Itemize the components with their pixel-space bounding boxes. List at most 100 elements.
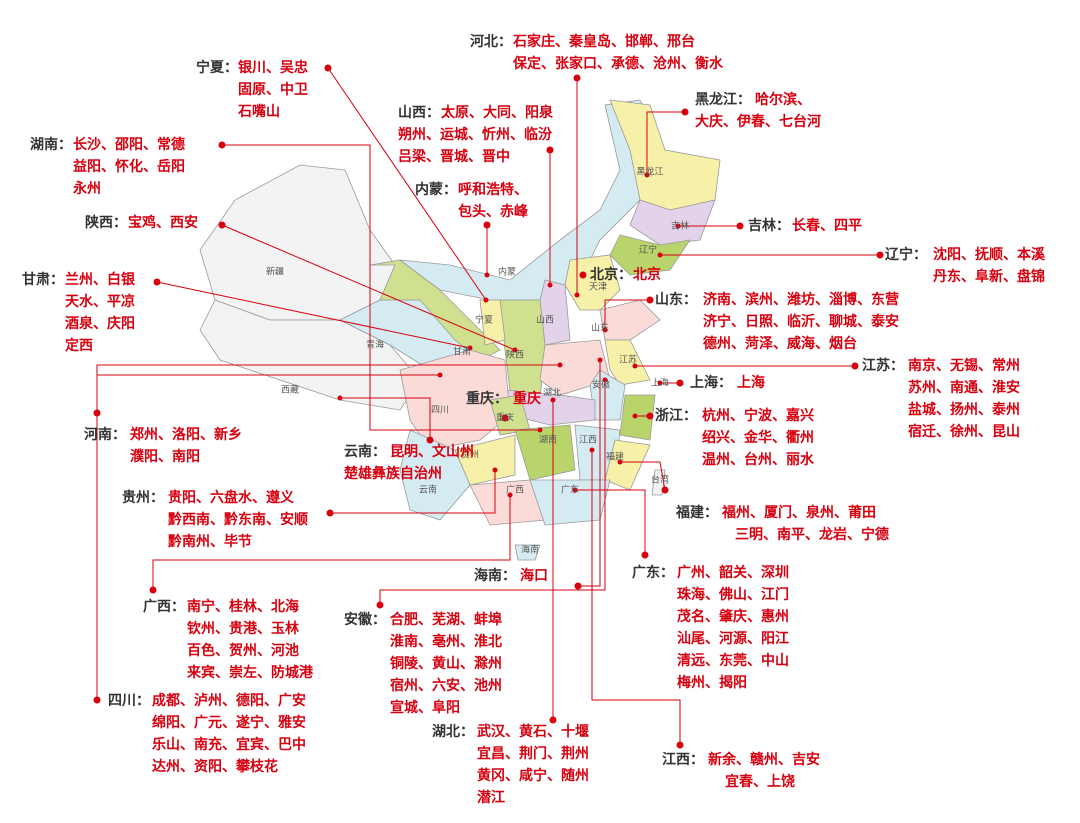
map-label: 青海 (366, 339, 384, 351)
connector-end (550, 397, 556, 403)
city-list: 乐山、南充、宜宾、巴中 (152, 737, 306, 753)
connector-end (484, 272, 490, 278)
map-label: 海南 (521, 544, 539, 556)
callout: 吉林： 长春、四平 (748, 215, 862, 237)
city-list: 宿迁、徐州、昆山 (908, 424, 1020, 440)
connector-dot (483, 221, 491, 229)
city-list: 杭州、宁波、嘉兴 (702, 408, 814, 424)
city-list: 昆明、文山州 (390, 444, 474, 460)
connector-line (620, 461, 666, 491)
city-list: 宜昌、荆门、荆州 (477, 746, 589, 762)
province-label: 江西： (662, 752, 704, 768)
connector-end (572, 487, 578, 493)
connector-line (578, 360, 601, 587)
city-list: 定西 (65, 338, 93, 354)
connector-end (337, 395, 343, 401)
map-label: 重庆 (496, 412, 514, 424)
connector-line (575, 489, 646, 555)
connector-line (222, 144, 540, 431)
connector-dot (646, 412, 654, 420)
city-list: 宜春、上饶 (725, 774, 795, 790)
province-label: 北京： (590, 267, 632, 283)
connector-line (327, 67, 487, 301)
connector-dot (676, 379, 684, 387)
city-list: 清远、东莞、中山 (677, 653, 789, 669)
connector-end (657, 252, 663, 258)
map-label: 湖南 (539, 434, 557, 446)
city-list: 南京、无锡、常州 (908, 358, 1020, 374)
city-list: 兰州、白银 (65, 272, 135, 288)
connector-end (574, 292, 580, 298)
connector-end (512, 347, 518, 353)
city-list: 丹东、阜新、盘锦 (933, 269, 1045, 285)
province-label: 重庆： (466, 391, 508, 407)
city-list: 新余、赣州、吉安 (708, 752, 820, 768)
connector-end (632, 413, 638, 419)
connector-dot (851, 362, 859, 370)
city-list: 成都、泸州、德阳、广安 (152, 693, 306, 709)
connector-dot (376, 601, 384, 609)
connector-end (675, 223, 681, 229)
callout: 海南： 海口 (474, 565, 548, 587)
connector-dot (681, 108, 689, 116)
city-list: 吕梁、晋城、晋中 (398, 149, 510, 165)
callout: 江西： 新余、赣州、吉安宜春、上饶 (662, 749, 820, 790)
callout: 陕西： 宝鸡、西安 (85, 212, 198, 234)
connector-dot (579, 271, 587, 279)
callout: 甘肃： 兰州、白银 天水、平凉 酒泉、庆阳 定西 (22, 269, 135, 354)
province-label: 四川： (108, 693, 150, 709)
map-label: 湖北 (543, 388, 561, 399)
province-label: 内蒙： (415, 182, 457, 198)
city-list: 朔州、运城、忻州、临汾 (398, 127, 552, 143)
city-list: 贵阳、六盘水、遵义 (168, 490, 294, 506)
connector-dot (93, 696, 101, 704)
city-list: 茂名、肇庆、惠州 (677, 609, 789, 625)
connector-line (340, 397, 431, 440)
map-label: 广西 (506, 484, 524, 496)
callout: 湖南： 长沙、邵阳、常德 益阳、怀化、岳阳 永州 (30, 134, 185, 197)
connector-end (602, 327, 608, 333)
connector-line (152, 495, 511, 590)
connector-dot (324, 64, 332, 72)
connector-line (604, 299, 650, 330)
connector-line (96, 374, 440, 700)
callout: 辽宁： 沈阳、抚顺、本溪 丹东、阜新、盘锦 (885, 244, 1045, 285)
connector-dot (326, 509, 334, 517)
connector-dot (501, 414, 509, 422)
city-list: 梅州、揭阳 (677, 675, 747, 691)
callout: 江苏： 南京、无锡、常州 苏州、南通、淮安 盐城、扬州、泰州 宿迁、徐州、昆山 (862, 355, 1020, 440)
connector-dot (218, 141, 226, 149)
province-label: 贵州： (122, 490, 164, 506)
city-list: 楚雄彝族自治州 (344, 466, 442, 482)
connector-dot (549, 716, 557, 724)
province-label: 福建： (676, 505, 718, 521)
map-label: 山东 (591, 322, 609, 334)
map-label: 新疆 (266, 266, 284, 278)
city-list: 苏州、南通、淮安 (908, 380, 1020, 396)
map-label: 西藏 (281, 384, 299, 396)
connector-line (221, 224, 516, 351)
callout: 山西： 太原、大同、阳泉 朔州、运城、忻州、临汾 吕梁、晋城、晋中 (398, 102, 553, 165)
city-list: 南宁、桂林、北海 (187, 599, 299, 615)
connector-end (467, 345, 473, 351)
connector-end (492, 467, 498, 473)
connector-end (547, 282, 553, 288)
callout: 福建： 福州、厦门、泉州、莆田 三明、南平、龙岩、宁德 (676, 502, 889, 543)
city-list: 大庆、伊春、七台河 (695, 114, 821, 130)
city-list: 来宾、崇左、防城港 (187, 665, 313, 681)
province-label: 安徽： (344, 612, 386, 628)
city-list: 保定、张家口、承德、沧州、衡水 (513, 56, 723, 72)
city-list: 上海 (737, 375, 765, 391)
connector-end (602, 377, 608, 383)
connector-dot (676, 741, 684, 749)
city-list: 三明、南平、龙岩、宁德 (735, 527, 889, 543)
connector-end (632, 363, 638, 369)
city-list: 北京 (633, 267, 661, 283)
city-list: 武汉、黄石、十堰 (477, 724, 589, 740)
callout: 上海： 上海 (690, 372, 765, 394)
map-label: 江西 (579, 435, 597, 446)
map-label: 山西 (536, 315, 554, 326)
